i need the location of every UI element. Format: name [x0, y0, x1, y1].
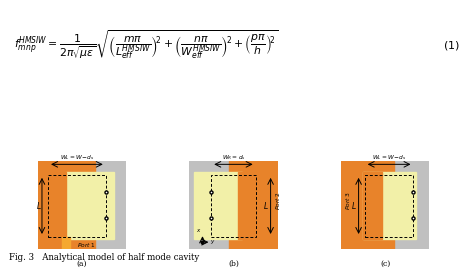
- Bar: [363, 172, 383, 239]
- Text: Fig. 3   Analytical model of half mode cavity: Fig. 3 Analytical model of half mode cav…: [9, 253, 200, 262]
- Bar: [341, 161, 394, 249]
- Text: (c): (c): [380, 260, 390, 268]
- Bar: [37, 161, 95, 249]
- Bar: [211, 175, 255, 237]
- Text: $L$: $L$: [351, 200, 357, 211]
- Text: $W_L = W\!-\!d_s$: $W_L = W\!-\!d_s$: [60, 153, 94, 162]
- Bar: [365, 175, 413, 237]
- Text: $Port\ 3$: $Port\ 3$: [344, 191, 352, 210]
- Text: $y$: $y$: [210, 238, 216, 246]
- Text: (a): (a): [76, 260, 87, 268]
- Text: $f_{mnp}^{HMSIW} = \dfrac{1}{2\pi\sqrt{\mu\epsilon}}\sqrt{\left(\dfrac{m\pi}{L_{: $f_{mnp}^{HMSIW} = \dfrac{1}{2\pi\sqrt{\…: [14, 28, 279, 62]
- Bar: [48, 175, 106, 237]
- Bar: [194, 172, 242, 239]
- Bar: [229, 161, 278, 249]
- Text: $x$: $x$: [196, 228, 201, 234]
- Text: $W_R = d_s$: $W_R = d_s$: [221, 153, 246, 162]
- Bar: [62, 237, 70, 249]
- Text: $L$: $L$: [36, 200, 41, 211]
- Bar: [46, 172, 66, 239]
- Text: $(1)$: $(1)$: [443, 39, 460, 51]
- Bar: [66, 172, 115, 239]
- Text: $Port\ 2$: $Port\ 2$: [274, 191, 282, 210]
- Bar: [238, 172, 255, 239]
- Text: (b): (b): [228, 260, 239, 268]
- Bar: [363, 172, 416, 239]
- Text: $L$: $L$: [263, 200, 269, 211]
- Text: $Port\ 1$: $Port\ 1$: [77, 241, 96, 249]
- Text: $W_L = W\!-\!d_s$: $W_L = W\!-\!d_s$: [372, 153, 406, 162]
